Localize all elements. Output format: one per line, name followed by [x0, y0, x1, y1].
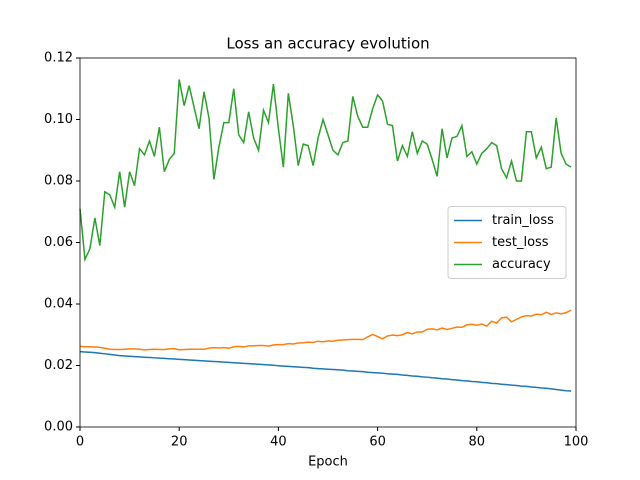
data-line: [79, 350, 572, 392]
axes-frame: [79, 57, 577, 428]
x-tick-label: 60: [369, 435, 386, 450]
y-tick-label: 0.06: [44, 235, 73, 250]
y-tick-label: 0.10: [44, 112, 73, 127]
x-axis-label: Epoch: [308, 455, 348, 470]
y-tick-label: 0.04: [44, 297, 73, 312]
legend-box: [447, 206, 567, 279]
legend-label: train_loss: [492, 213, 554, 228]
chart-title: Loss an accuracy evolution: [226, 35, 429, 53]
y-tick-label: 0.00: [44, 420, 73, 435]
data-line: [79, 79, 572, 263]
legend-label: test_loss: [492, 235, 549, 250]
x-tick-label: 20: [171, 435, 188, 450]
y-tick-label: 0.08: [44, 174, 73, 189]
x-tick-label: 100: [564, 435, 589, 450]
y-tick-label: 0.02: [44, 358, 73, 373]
data-line: [79, 309, 572, 351]
x-tick-label: 40: [270, 435, 287, 450]
x-tick-label: 80: [469, 435, 486, 450]
y-tick-label: 0.12: [44, 51, 73, 66]
legend-label: accuracy: [492, 257, 551, 272]
x-tick-label: 0: [76, 435, 84, 450]
